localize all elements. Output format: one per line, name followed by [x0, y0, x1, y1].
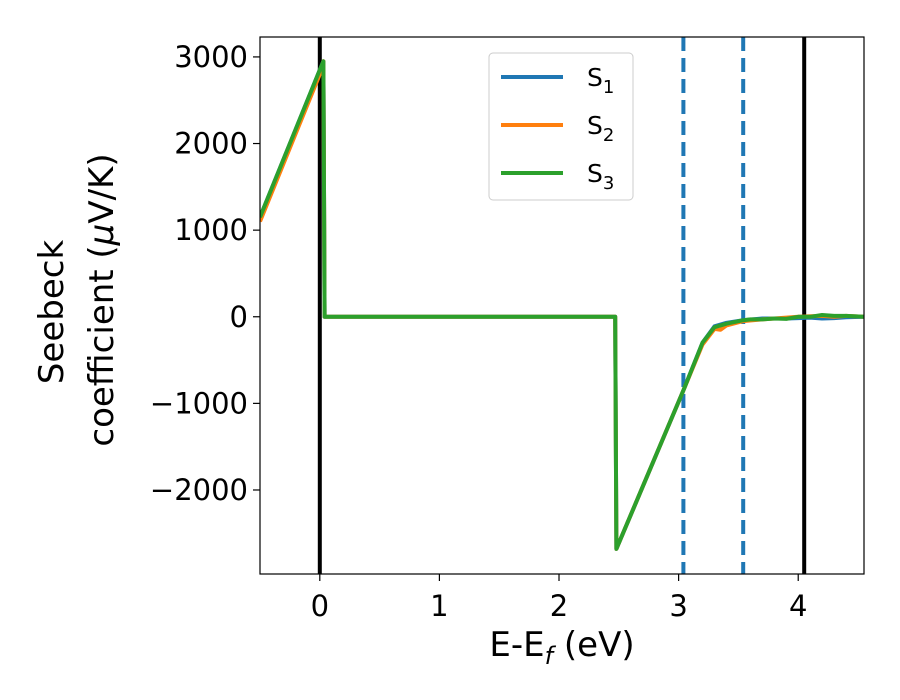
x-tick-label: 3: [669, 589, 687, 623]
legend-label-s3: S3: [587, 159, 614, 194]
y-tick-label: −1000: [150, 386, 248, 420]
y-axis-label-line2: coefficient (μV/K): [82, 153, 122, 446]
legend-label-s2: S2: [587, 111, 614, 146]
x-tick-label: 2: [550, 589, 568, 623]
x-tick-label: 0: [311, 589, 329, 623]
y-tick-label: 2000: [174, 127, 248, 161]
y-axis-label-line1: Seebeck: [32, 240, 72, 385]
y-tick-label: 3000: [174, 40, 248, 74]
x-tick-label: 1: [430, 589, 448, 623]
y-tick-label: −2000: [150, 473, 248, 507]
x-axis-label: E-Ef (eV): [489, 625, 634, 670]
y-tick-label: 1000: [174, 213, 248, 247]
y-tick-label: 0: [230, 300, 248, 334]
series-line-s3: [260, 59, 864, 551]
legend-label-s1: S1: [587, 63, 614, 98]
x-tick-label: 4: [789, 589, 807, 623]
plot-frame: [259, 36, 865, 575]
